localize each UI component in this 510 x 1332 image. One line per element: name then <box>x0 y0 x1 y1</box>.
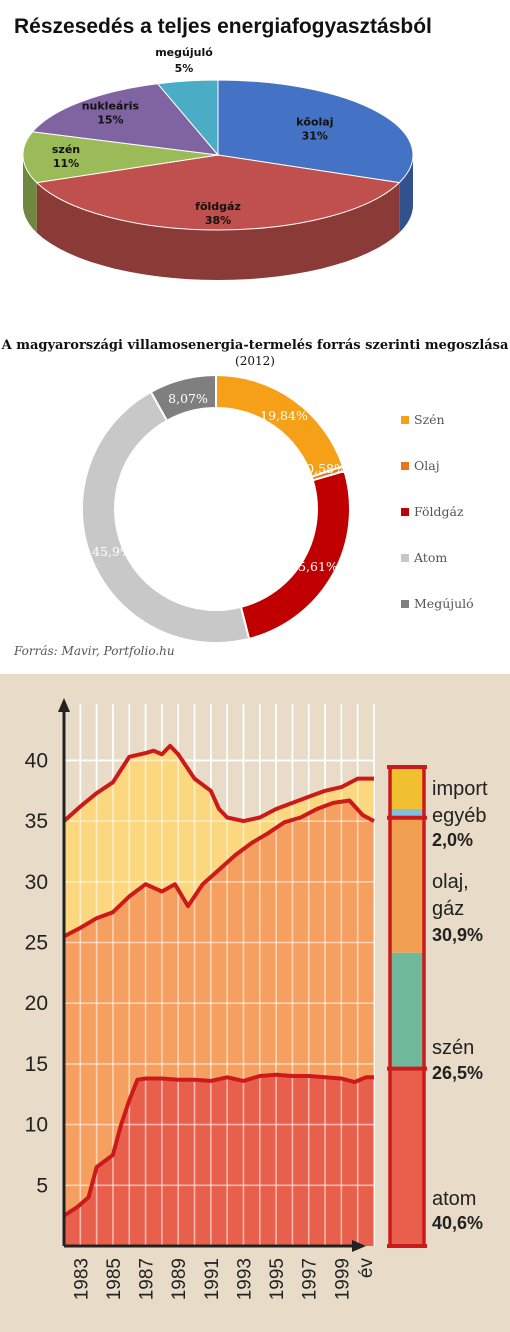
stack-bar-label2-gaz: gáz <box>432 898 464 920</box>
donut-chart-labels: 19,84% 0,58% 25,61% 45,9% 8,07% <box>92 391 346 574</box>
area-chart-panel: 5 10 15 20 25 30 35 40 1983 1985 1987 1989 1991 1993 1… <box>0 674 510 1332</box>
legend-swatch-megujulo <box>401 600 409 608</box>
area-chart: 5 10 15 20 25 30 35 40 1983 1985 1987 1989 1991 1993 1… <box>25 698 488 1300</box>
pie-chart-slices <box>22 79 414 231</box>
area-chart-ticks: 5 10 15 20 25 30 35 40 1983 1985 1987 1989 1991 1993 1… <box>25 749 377 1300</box>
legend-label-megujulo: Megújuló <box>414 596 474 611</box>
x-tick-label: 1987 <box>137 1258 158 1300</box>
y-tick-label: 35 <box>25 810 48 833</box>
x-axis-arrow <box>352 1240 366 1252</box>
donut-chart-panel: A magyarországi villamosenergia-termelés… <box>0 322 510 674</box>
y-tick-label: 40 <box>25 749 48 772</box>
x-tick-label: 1997 <box>300 1258 321 1300</box>
donut-slice-atom <box>80 390 251 645</box>
pie-slice-koolaj <box>217 79 414 184</box>
area-fill-0 <box>64 1074 374 1246</box>
x-tick-label: 1999 <box>332 1258 353 1300</box>
area-chart-stack-bar <box>387 765 427 1248</box>
area-chart-areas <box>63 704 375 1246</box>
stack-bar-value-atom: 40,6% <box>432 1213 483 1233</box>
donut-chart-title: A magyarországi villamosenergia-termelés… <box>1 338 509 353</box>
x-tick-label: 1983 <box>71 1258 92 1300</box>
x-tick-label: 1995 <box>267 1258 288 1300</box>
x-tick-label: 1985 <box>104 1258 125 1300</box>
pie-value-nuklearis: 15% <box>97 114 123 127</box>
pie-chart-panel: Részesedés a teljes energiafogyasztásból… <box>0 0 510 322</box>
pie-side-szen <box>23 155 37 233</box>
x-tick-label: 1991 <box>202 1258 223 1300</box>
pie-chart-title: Részesedés a teljes energiafogyasztásból <box>14 15 432 38</box>
legend-label-olaj: Olaj <box>414 458 440 473</box>
pie-slice-nuklearis <box>31 83 220 156</box>
stack-bar-segment-atom <box>390 1068 424 1246</box>
donut-chart-legend: Szén Olaj Földgáz Atom Megújuló <box>401 412 474 611</box>
pie-side-foldgaz <box>36 182 400 280</box>
pie-value-koolaj: 31% <box>302 130 328 143</box>
pie-label-koolaj: kőolaj <box>296 116 333 129</box>
stack-bar-value-egyeb: 2,0% <box>432 830 473 850</box>
y-tick-label: 10 <box>25 1114 48 1137</box>
stack-bar-value-olaj: 30,9% <box>432 925 483 945</box>
pie-label-nuklearis: nukleáris <box>82 100 140 113</box>
pie-chart: Részesedés a teljes energiafogyasztásból… <box>14 15 432 280</box>
donut-slice-megujulo <box>149 373 217 423</box>
stack-bar-label-szen: szén <box>432 1037 474 1059</box>
y-tick-label: 30 <box>25 871 48 894</box>
pie-chart-depth <box>23 155 413 280</box>
donut-value-megujulo: 8,07% <box>168 391 208 406</box>
stack-bar-label-olaj: olaj, <box>432 871 469 893</box>
legend-swatch-atom <box>401 554 409 562</box>
x-axis-label: év <box>356 1258 377 1279</box>
pie-slice-szen <box>22 131 219 184</box>
stack-bar-label-atom: atom <box>432 1188 476 1210</box>
area-chart-stack-bar-labels: import egyéb 2,0% olaj, gáz 30,9% szén 26,5% ato… <box>432 778 488 1233</box>
y-axis-arrow <box>58 698 70 712</box>
legend-swatch-olaj <box>401 462 409 470</box>
donut-chart-subtitle: (2012) <box>235 354 275 368</box>
y-tick-label: 20 <box>25 992 48 1015</box>
x-tick-label: 1989 <box>169 1258 190 1300</box>
stack-bar-segment-import <box>390 767 424 809</box>
stack-bar-value-szen: 26,5% <box>432 1063 483 1083</box>
donut-value-atom: 45,9% <box>92 544 132 559</box>
stack-bar-segment-szen <box>390 952 424 1069</box>
pie-value-szen: 11% <box>53 157 79 170</box>
donut-value-szen: 19,84% <box>260 408 308 423</box>
pie-slice-megujulo <box>156 79 219 157</box>
legend-label-szen: Szén <box>414 412 445 427</box>
stack-bar-segment-olaj <box>390 817 424 953</box>
x-tick-label: 1993 <box>234 1258 255 1300</box>
pie-side-koolaj <box>399 155 413 233</box>
donut-value-olaj: 0,58% <box>306 461 346 476</box>
series-line-1 <box>63 798 375 939</box>
pie-label-megujulo: megújuló <box>155 46 213 59</box>
stack-bar-label-egyeb: egyéb <box>432 805 487 827</box>
stack-bar-segment-egyeb <box>390 809 424 818</box>
y-tick-label: 15 <box>25 1053 48 1076</box>
area-chart-axes <box>58 698 366 1252</box>
stack-bar-label-import: import <box>432 778 488 800</box>
legend-swatch-szen <box>401 416 409 424</box>
donut-slice-foldgaz <box>239 469 352 641</box>
pie-value-megujulo: 5% <box>175 62 194 75</box>
y-tick-label: 5 <box>36 1174 48 1197</box>
pie-value-foldgaz: 38% <box>205 214 231 227</box>
pie-label-foldgaz: földgáz <box>195 200 241 213</box>
donut-chart: A magyarországi villamosenergia-termelés… <box>1 338 509 658</box>
donut-value-foldgaz: 25,61% <box>290 559 338 574</box>
series-line-2 <box>62 743 374 824</box>
legend-swatch-foldgaz <box>401 508 409 516</box>
donut-chart-slices <box>80 373 352 645</box>
donut-chart-source: Forrás: Mavir, Portfolio.hu <box>13 644 175 658</box>
legend-label-atom: Atom <box>413 550 447 565</box>
pie-label-szen: szén <box>52 143 80 156</box>
area-chart-lines <box>62 743 375 1218</box>
series-line-0 <box>62 1072 374 1218</box>
legend-label-foldgaz: Földgáz <box>414 504 464 519</box>
pie-slice-foldgaz <box>35 154 401 231</box>
y-tick-label: 25 <box>25 932 48 955</box>
